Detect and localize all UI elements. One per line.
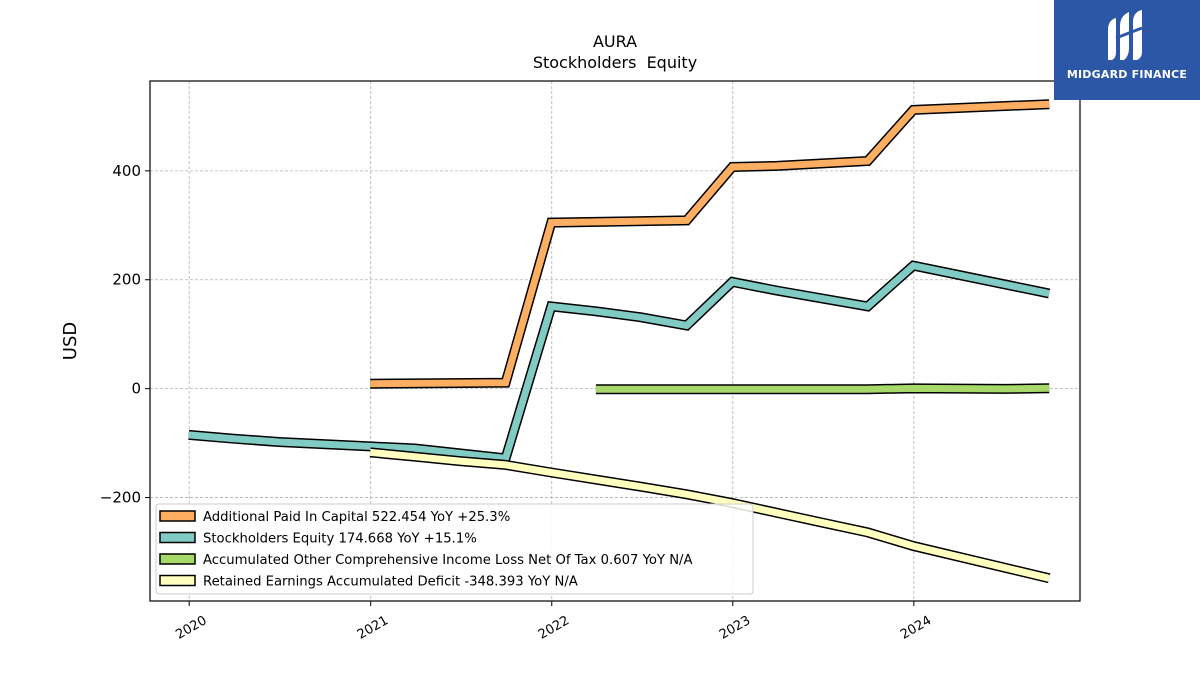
series-line: [370, 100, 1050, 388]
series-2: [595, 383, 1050, 395]
chart-title: AURA: [593, 32, 637, 51]
brand-name: MIDGARD FINANCE: [1066, 68, 1188, 81]
legend: Additional Paid In Capital 522.454 YoY +…: [155, 503, 754, 595]
legend-swatch: [159, 510, 196, 522]
y-axis-label: USD: [60, 322, 81, 360]
x-tick-label: 2023: [717, 613, 753, 643]
x-tick-label: 2022: [536, 613, 572, 643]
series-line-outline: [370, 99, 1050, 389]
series-0: [370, 99, 1050, 389]
series-layer: [188, 99, 1051, 584]
legend-swatch: [159, 531, 196, 544]
series-line: [369, 448, 1051, 582]
legend-swatch: [159, 553, 196, 565]
y-tick-label: 200: [112, 271, 141, 289]
y-tick-label: 400: [112, 162, 141, 180]
legend-label: Retained Earnings Accumulated Deficit -3…: [203, 575, 578, 590]
series-line-outline: [188, 260, 1051, 464]
chart-subtitle: Stockholders Equity: [533, 53, 697, 72]
series-line: [188, 261, 1050, 463]
legend-box: [155, 503, 754, 595]
x-tick-label: 2021: [355, 613, 391, 643]
brand-logo: MIDGARD FINANCE: [1054, 0, 1200, 100]
series-1: [188, 260, 1051, 464]
legend-label: Accumulated Other Comprehensive Income L…: [203, 553, 693, 568]
x-tick-label: 2024: [898, 613, 934, 643]
y-tick-label: −200: [100, 489, 141, 507]
y-tick-label: 0: [131, 380, 141, 398]
legend-swatch: [159, 574, 196, 587]
legend-label: Additional Paid In Capital 522.454 YoY +…: [203, 510, 510, 525]
midgard-m-logo-icon: [1108, 10, 1143, 60]
series-line: [595, 384, 1050, 393]
legend-label: Stockholders Equity 174.668 YoY +15.1%: [203, 532, 477, 547]
series-3: [369, 447, 1051, 584]
x-tick-label: 2020: [173, 613, 209, 643]
plot-frame: [149, 80, 1081, 602]
